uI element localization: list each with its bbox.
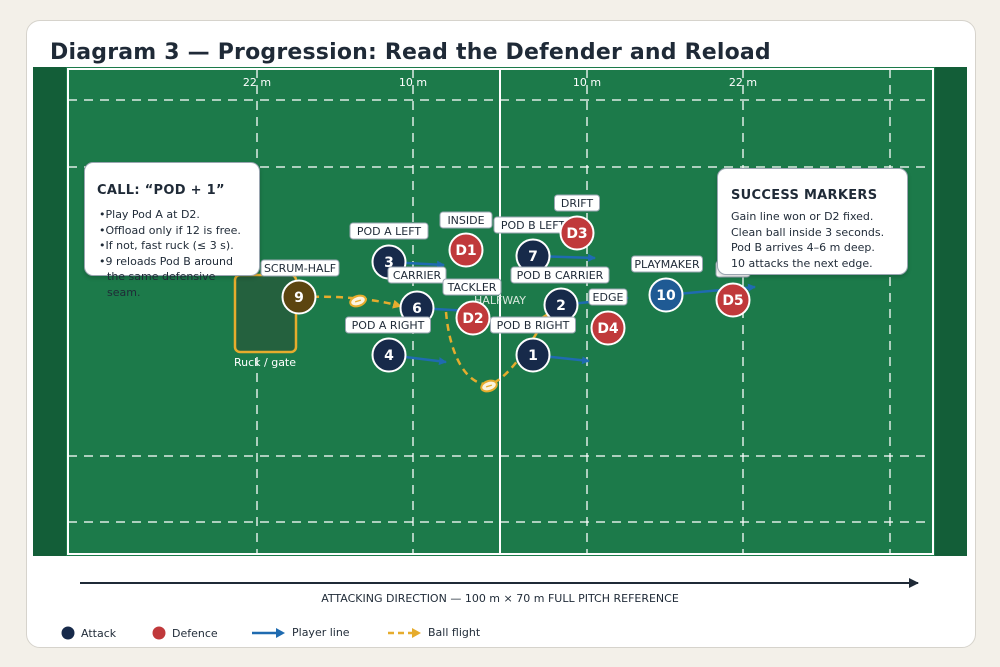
defender-d2-number: D2 (462, 311, 483, 327)
defender-d3: D3 (559, 215, 595, 251)
pitch-label-10m-right: 10 m (573, 76, 601, 89)
defender-d4: D4 (590, 310, 626, 346)
ball-flight-arrow-icon (388, 627, 421, 638)
success-panel-title: SUCCESS MARKERS (731, 188, 878, 203)
success-item: Pod B arrives 4–6 m deep. (731, 241, 875, 254)
legend-ball-flight: Ball flight (388, 626, 480, 639)
players-layer: 9 SCRUM-HALF 3 POD A LEFT 6 CARRIER 4 POD A RIG… (260, 194, 751, 373)
attacker-9-number: 9 (294, 290, 304, 306)
player-line-arrow-icon (252, 627, 285, 638)
defender-d4-label: EDGE (593, 291, 624, 304)
defender-d2-label: TACKLER (447, 281, 497, 294)
ruck-label: Ruck / gate (234, 356, 296, 369)
attacker-9-tag: SCRUM-HALF (260, 259, 340, 277)
attack-dot-icon (61, 626, 75, 640)
defender-d2-tag: TACKLER (442, 278, 502, 296)
legend-defence-label: Defence (172, 626, 218, 640)
defence-dot-icon (152, 626, 166, 640)
legend-attack: Attack (61, 626, 116, 640)
ball-icon (480, 379, 498, 393)
page-title: Diagram 3 — Progression: Read the Defend… (50, 40, 771, 65)
legend-player-line-label: Player line (292, 626, 350, 639)
attacker-7-label: POD B LEFT (501, 219, 566, 232)
left-in-goal (33, 67, 66, 556)
legend-attack-label: Attack (81, 626, 117, 640)
call-item: Play Pod A at D2. (97, 207, 247, 223)
attacker-2-tag: POD B CARRIER (510, 266, 610, 284)
attacker-10: 10 (648, 277, 684, 313)
attacker-3-number: 3 (384, 255, 394, 271)
attacker-1-tag: POD B RIGHT (490, 316, 576, 334)
defender-d3-label: DRIFT (561, 197, 593, 210)
pitch-label-22m-right: 22 m (729, 76, 757, 89)
attacker-3-label: POD A LEFT (357, 225, 421, 238)
defender-d1-label: INSIDE (447, 214, 484, 227)
defender-d2: D2 (455, 300, 491, 336)
success-item: 10 attacks the next edge. (731, 256, 873, 270)
attacker-7-tag: POD B LEFT (493, 216, 573, 234)
attacker-9: 9 (281, 279, 317, 315)
attacker-7-number: 7 (528, 249, 538, 265)
ball-icon (349, 294, 367, 308)
pitch-label-10m-left: 10 m (399, 76, 427, 89)
attacking-direction-caption: ATTACKING DIRECTION — 100 m × 70 m FULL … (321, 592, 679, 605)
call-item: If not, fast ruck (≤ 3 s). (97, 238, 247, 254)
call-panel: CALL: “POD + 1” Play Pod A at D2. Offloa… (84, 162, 260, 299)
defender-d1-number: D1 (455, 243, 476, 259)
attacker-4: 4 (371, 337, 407, 373)
call-item: Offload only if 12 is free. (97, 223, 247, 239)
pitch-label-22m-left: 22 m (243, 76, 271, 89)
halfway-label: HALFWAY (474, 294, 526, 307)
success-item: Clean ball inside 3 seconds. (731, 225, 885, 239)
attacker-10-number: 10 (656, 288, 676, 304)
right-in-goal (935, 67, 967, 556)
attacker-9-label: SCRUM-HALF (264, 262, 336, 275)
attacker-1-label: POD B RIGHT (497, 319, 570, 332)
legend-player-line: Player line (252, 626, 350, 639)
attacker-2-number: 2 (556, 298, 566, 314)
defender-d3-tag: DRIFT (554, 194, 600, 212)
defender-d5: D5 (715, 282, 751, 318)
legend-ball-flight-label: Ball flight (428, 626, 481, 639)
call-panel-title: CALL: “POD + 1” (97, 183, 225, 198)
attacker-2-label: POD B CARRIER (517, 269, 604, 282)
attacker-10-label: PLAYMAKER (634, 258, 700, 271)
attacker-6-tag: CARRIER (387, 266, 447, 284)
call-panel-list: Play Pod A at D2. Offload only if 12 is … (97, 207, 247, 300)
success-panel-list: Gain line won or D2 fixed. Clean ball in… (731, 209, 894, 271)
success-markers-panel: SUCCESS MARKERS Gain line won or D2 fixe… (717, 168, 908, 275)
attacker-6-number: 6 (412, 301, 422, 317)
defender-d5-number: D5 (722, 293, 743, 309)
defender-d3-number: D3 (566, 226, 587, 242)
attacker-4-tag: POD A RIGHT (345, 316, 431, 334)
attacker-4-label: POD A RIGHT (352, 319, 425, 332)
call-item: 9 reloads Pod B around the same defensiv… (97, 254, 247, 301)
defender-d4-number: D4 (597, 321, 619, 337)
attacker-10-tag: PLAYMAKER (631, 255, 703, 273)
ball-icons (349, 294, 498, 393)
attacker-1-number: 1 (528, 348, 538, 364)
legend-defence: Defence (152, 626, 218, 640)
attacker-6-label: CARRIER (393, 269, 442, 282)
success-item: Gain line won or D2 fixed. (731, 210, 874, 223)
attacker-4-number: 4 (384, 348, 394, 364)
defender-d1: D1 (448, 232, 484, 268)
attacker-3-tag: POD A LEFT (349, 222, 429, 240)
attacker-2: 2 (543, 287, 579, 323)
attacker-1: 1 (515, 337, 551, 373)
defender-d1-tag: INSIDE (439, 211, 493, 229)
defender-d4-tag: EDGE (588, 288, 628, 306)
